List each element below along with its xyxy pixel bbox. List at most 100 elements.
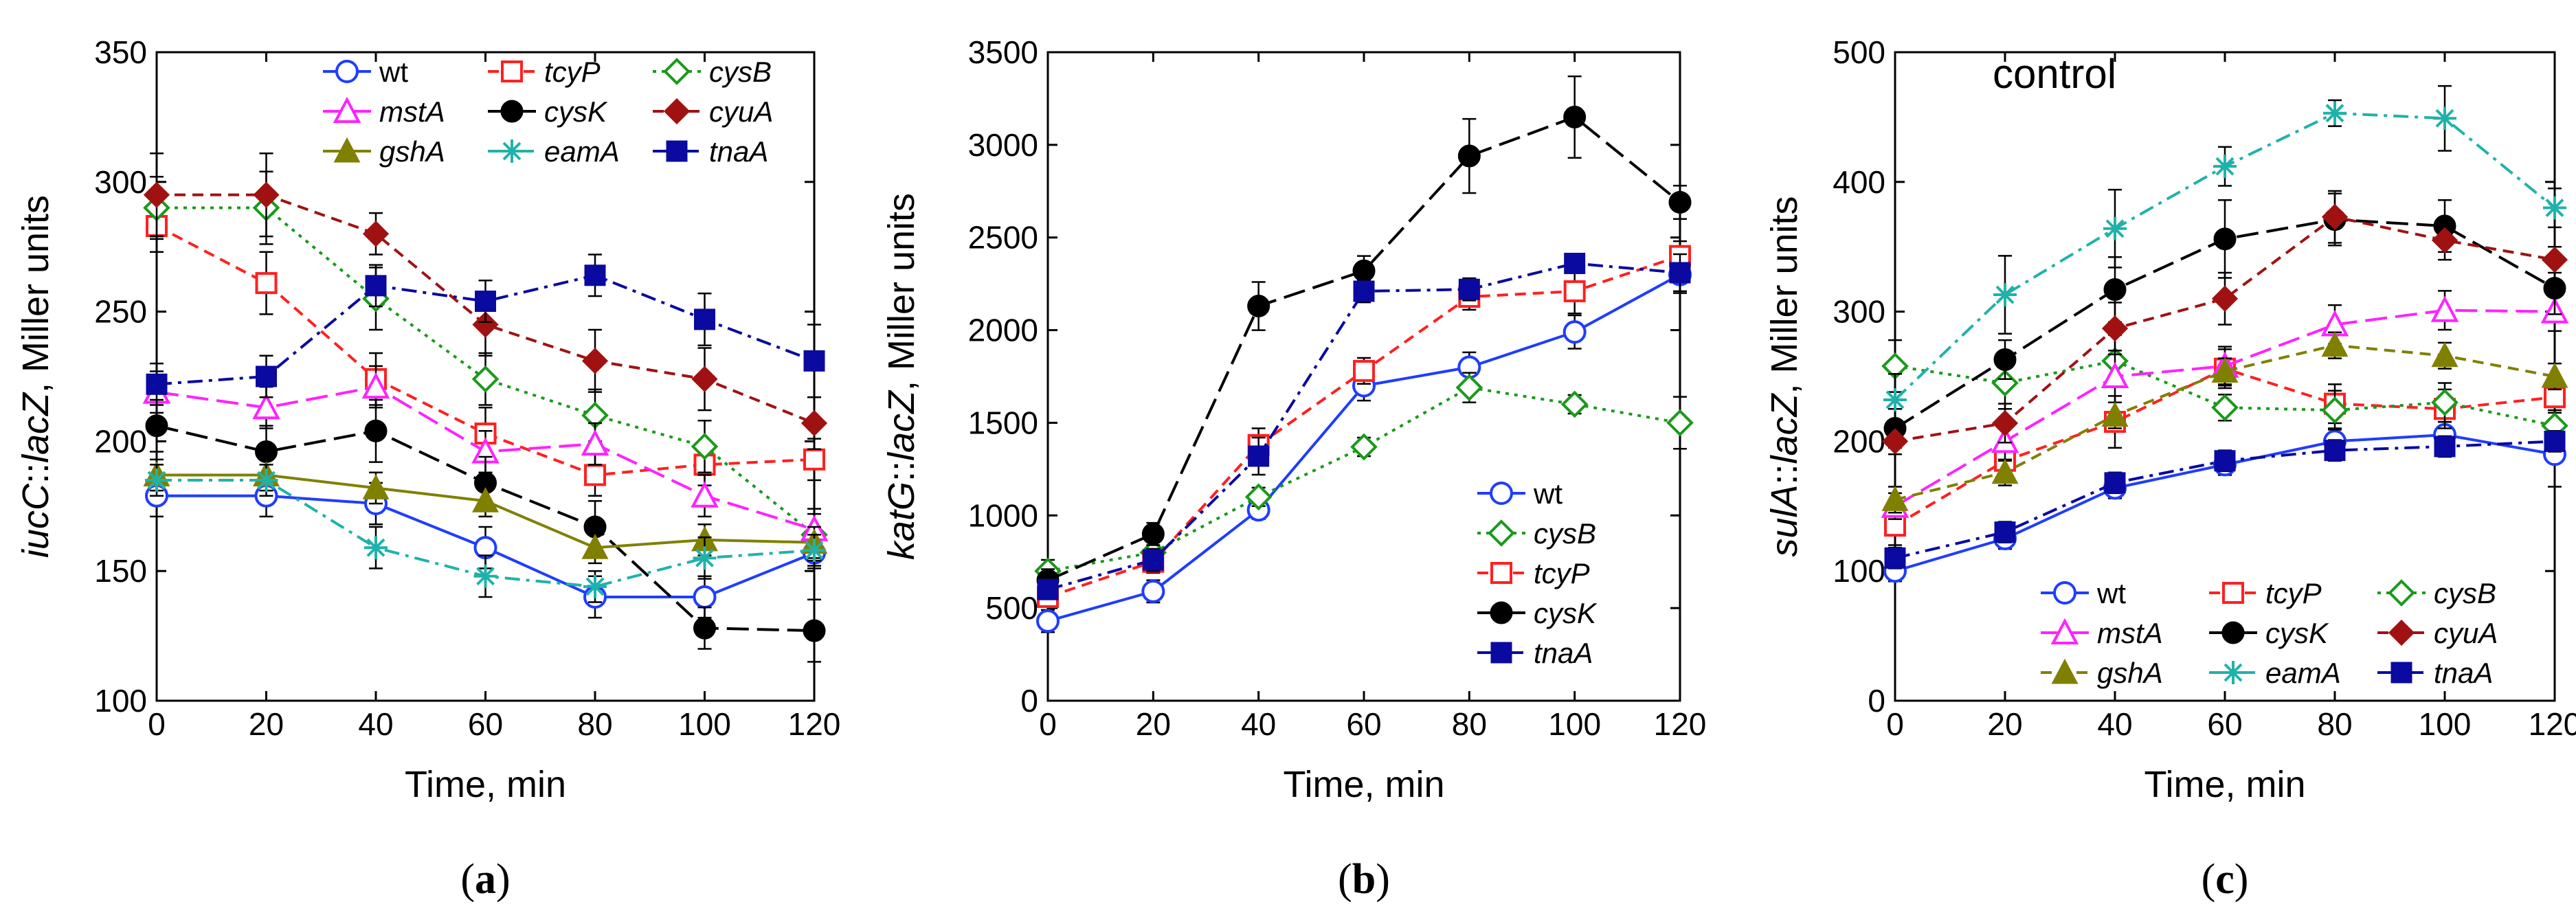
- legend-label: tnaA: [709, 135, 768, 168]
- legend-item-cyua: cyuA: [653, 95, 773, 128]
- legend-label: cysB: [2434, 577, 2496, 609]
- legend-marker: [663, 98, 691, 125]
- legend-marker: [2388, 579, 2415, 607]
- y-tick-label: 100: [94, 683, 147, 719]
- data-point-cyua: [1991, 409, 2019, 437]
- x-tick-label: 20: [1136, 706, 1171, 742]
- data-point-tnaa: [1564, 252, 1586, 274]
- x-tick-label: 60: [468, 706, 503, 742]
- legend-item-eama: eamA: [2209, 657, 2341, 689]
- legend-marker: [2388, 619, 2415, 646]
- y-tick-label: 300: [1833, 294, 1885, 330]
- data-point-tnaa: [803, 350, 825, 372]
- data-point-tnaa: [365, 275, 387, 297]
- data-point-cyua: [362, 221, 390, 247]
- data-point-cyua: [2101, 315, 2129, 342]
- data-point-eama: [473, 564, 497, 588]
- y-tick-label: 2500: [968, 220, 1038, 256]
- data-point-eama: [803, 538, 826, 562]
- legend-label: tnaA: [2434, 657, 2493, 689]
- series-cyua: [1881, 190, 2568, 455]
- legend-item-wt: wt: [1477, 477, 1563, 510]
- data-point-cysk: [1668, 190, 1692, 214]
- data-point-cysb: [1560, 390, 1589, 418]
- legend-label: gshA: [379, 135, 445, 168]
- legend-label: cysK: [2265, 617, 2329, 649]
- legend-marker: [2390, 662, 2412, 684]
- data-point-eama: [693, 546, 717, 570]
- legend-item-msta: mstA: [2041, 617, 2163, 649]
- y-tick-label: 100: [1833, 553, 1885, 589]
- data-point-cyua: [472, 311, 499, 338]
- panel-label: (c): [2202, 856, 2249, 903]
- legend-label: cyuA: [709, 95, 773, 128]
- legend: wt tcyP cysB mstA cysK cyuA gshA eamA tnaA: [323, 56, 773, 168]
- legend-label: tnaA: [1534, 637, 1593, 669]
- data-point-tnaa: [2214, 450, 2236, 472]
- data-point-tnaa: [1353, 280, 1375, 302]
- data-point-msta: [361, 372, 390, 399]
- data-point-cysk: [1141, 522, 1165, 545]
- data-point-tcyp: [803, 448, 825, 471]
- data-point-gsha: [472, 487, 499, 512]
- y-axis-label: sulA::lacZ, Miller units: [1764, 196, 1805, 556]
- y-tick-label: 250: [94, 294, 147, 330]
- data-point-eama: [254, 469, 278, 493]
- data-point-eama: [2213, 155, 2237, 179]
- legend-item-tnaa: tnaA: [1477, 637, 1593, 669]
- data-point-cysb: [1991, 369, 2019, 397]
- chart-panel-a: 0 20 40 60 80 100 120 100 150 200 250 300 350 Time, m…: [15, 34, 840, 903]
- legend-marker: [1490, 482, 1513, 505]
- data-point-tnaa: [694, 308, 715, 330]
- y-axis-label: katG::lacZ, Miller units: [881, 193, 922, 560]
- series-tnaa: [1037, 252, 1691, 600]
- data-point-cysb: [1350, 433, 1378, 461]
- legend-label: mstA: [2097, 617, 2163, 649]
- legend-label: cyuA: [2434, 617, 2498, 649]
- data-point-tnaa: [1669, 262, 1691, 284]
- legend-marker: [1488, 519, 1515, 547]
- data-point-cysk: [693, 616, 716, 640]
- data-point-cysk: [364, 419, 388, 442]
- y-tick-label: 1000: [968, 497, 1038, 533]
- x-tick-label: 60: [2207, 706, 2242, 742]
- data-point-cysk: [2543, 277, 2566, 300]
- chart-panel-b: 0 20 40 60 80 100 120 0 500 1000 1500 2000 2500 3000 3…: [881, 34, 1706, 903]
- legend-marker: [663, 58, 691, 85]
- data-point-wt: [1036, 609, 1060, 633]
- legend-label: gshA: [2097, 657, 2163, 689]
- data-point-tnaa: [1994, 521, 2016, 543]
- data-point-cyua: [2431, 227, 2459, 253]
- data-point-cysb: [1244, 483, 1273, 511]
- x-tick-label: 80: [2317, 706, 2352, 742]
- data-point-tnaa: [1884, 547, 1906, 569]
- legend-label: tcyP: [544, 56, 601, 88]
- data-point-eama: [2323, 101, 2347, 125]
- data-point-msta: [581, 429, 609, 456]
- legend-marker: [335, 60, 359, 83]
- legend-marker: [1490, 562, 1512, 584]
- x-tick-label: 0: [1886, 706, 1904, 742]
- legend-marker: [2053, 581, 2076, 605]
- chart-annotation: control: [1993, 51, 2116, 97]
- data-point-tnaa: [256, 365, 277, 387]
- legend-label: eamA: [2265, 657, 2341, 689]
- y-tick-label: 0: [1868, 683, 1885, 719]
- series-eama: [145, 464, 826, 603]
- y-tick-label: 150: [94, 553, 147, 589]
- data-point-tcyp: [1563, 280, 1586, 302]
- series-gsha: [1881, 331, 2568, 514]
- legend-item-tnaa: tnaA: [2377, 657, 2493, 689]
- legend-item-cysk: cysK: [488, 95, 608, 128]
- y-tick-label: 400: [1833, 164, 1885, 200]
- series-tcyp: [146, 199, 825, 497]
- data-point-gsha: [581, 534, 609, 559]
- data-point-gsha: [2321, 331, 2349, 357]
- x-tick-label: 80: [577, 706, 612, 742]
- data-point-cysk: [2103, 278, 2127, 302]
- data-point-eama: [145, 469, 168, 493]
- legend-item-gsha: gshA: [2041, 657, 2163, 689]
- data-point-tnaa: [2434, 436, 2456, 458]
- data-point-cyua: [253, 181, 280, 208]
- data-point-tcyp: [255, 272, 278, 295]
